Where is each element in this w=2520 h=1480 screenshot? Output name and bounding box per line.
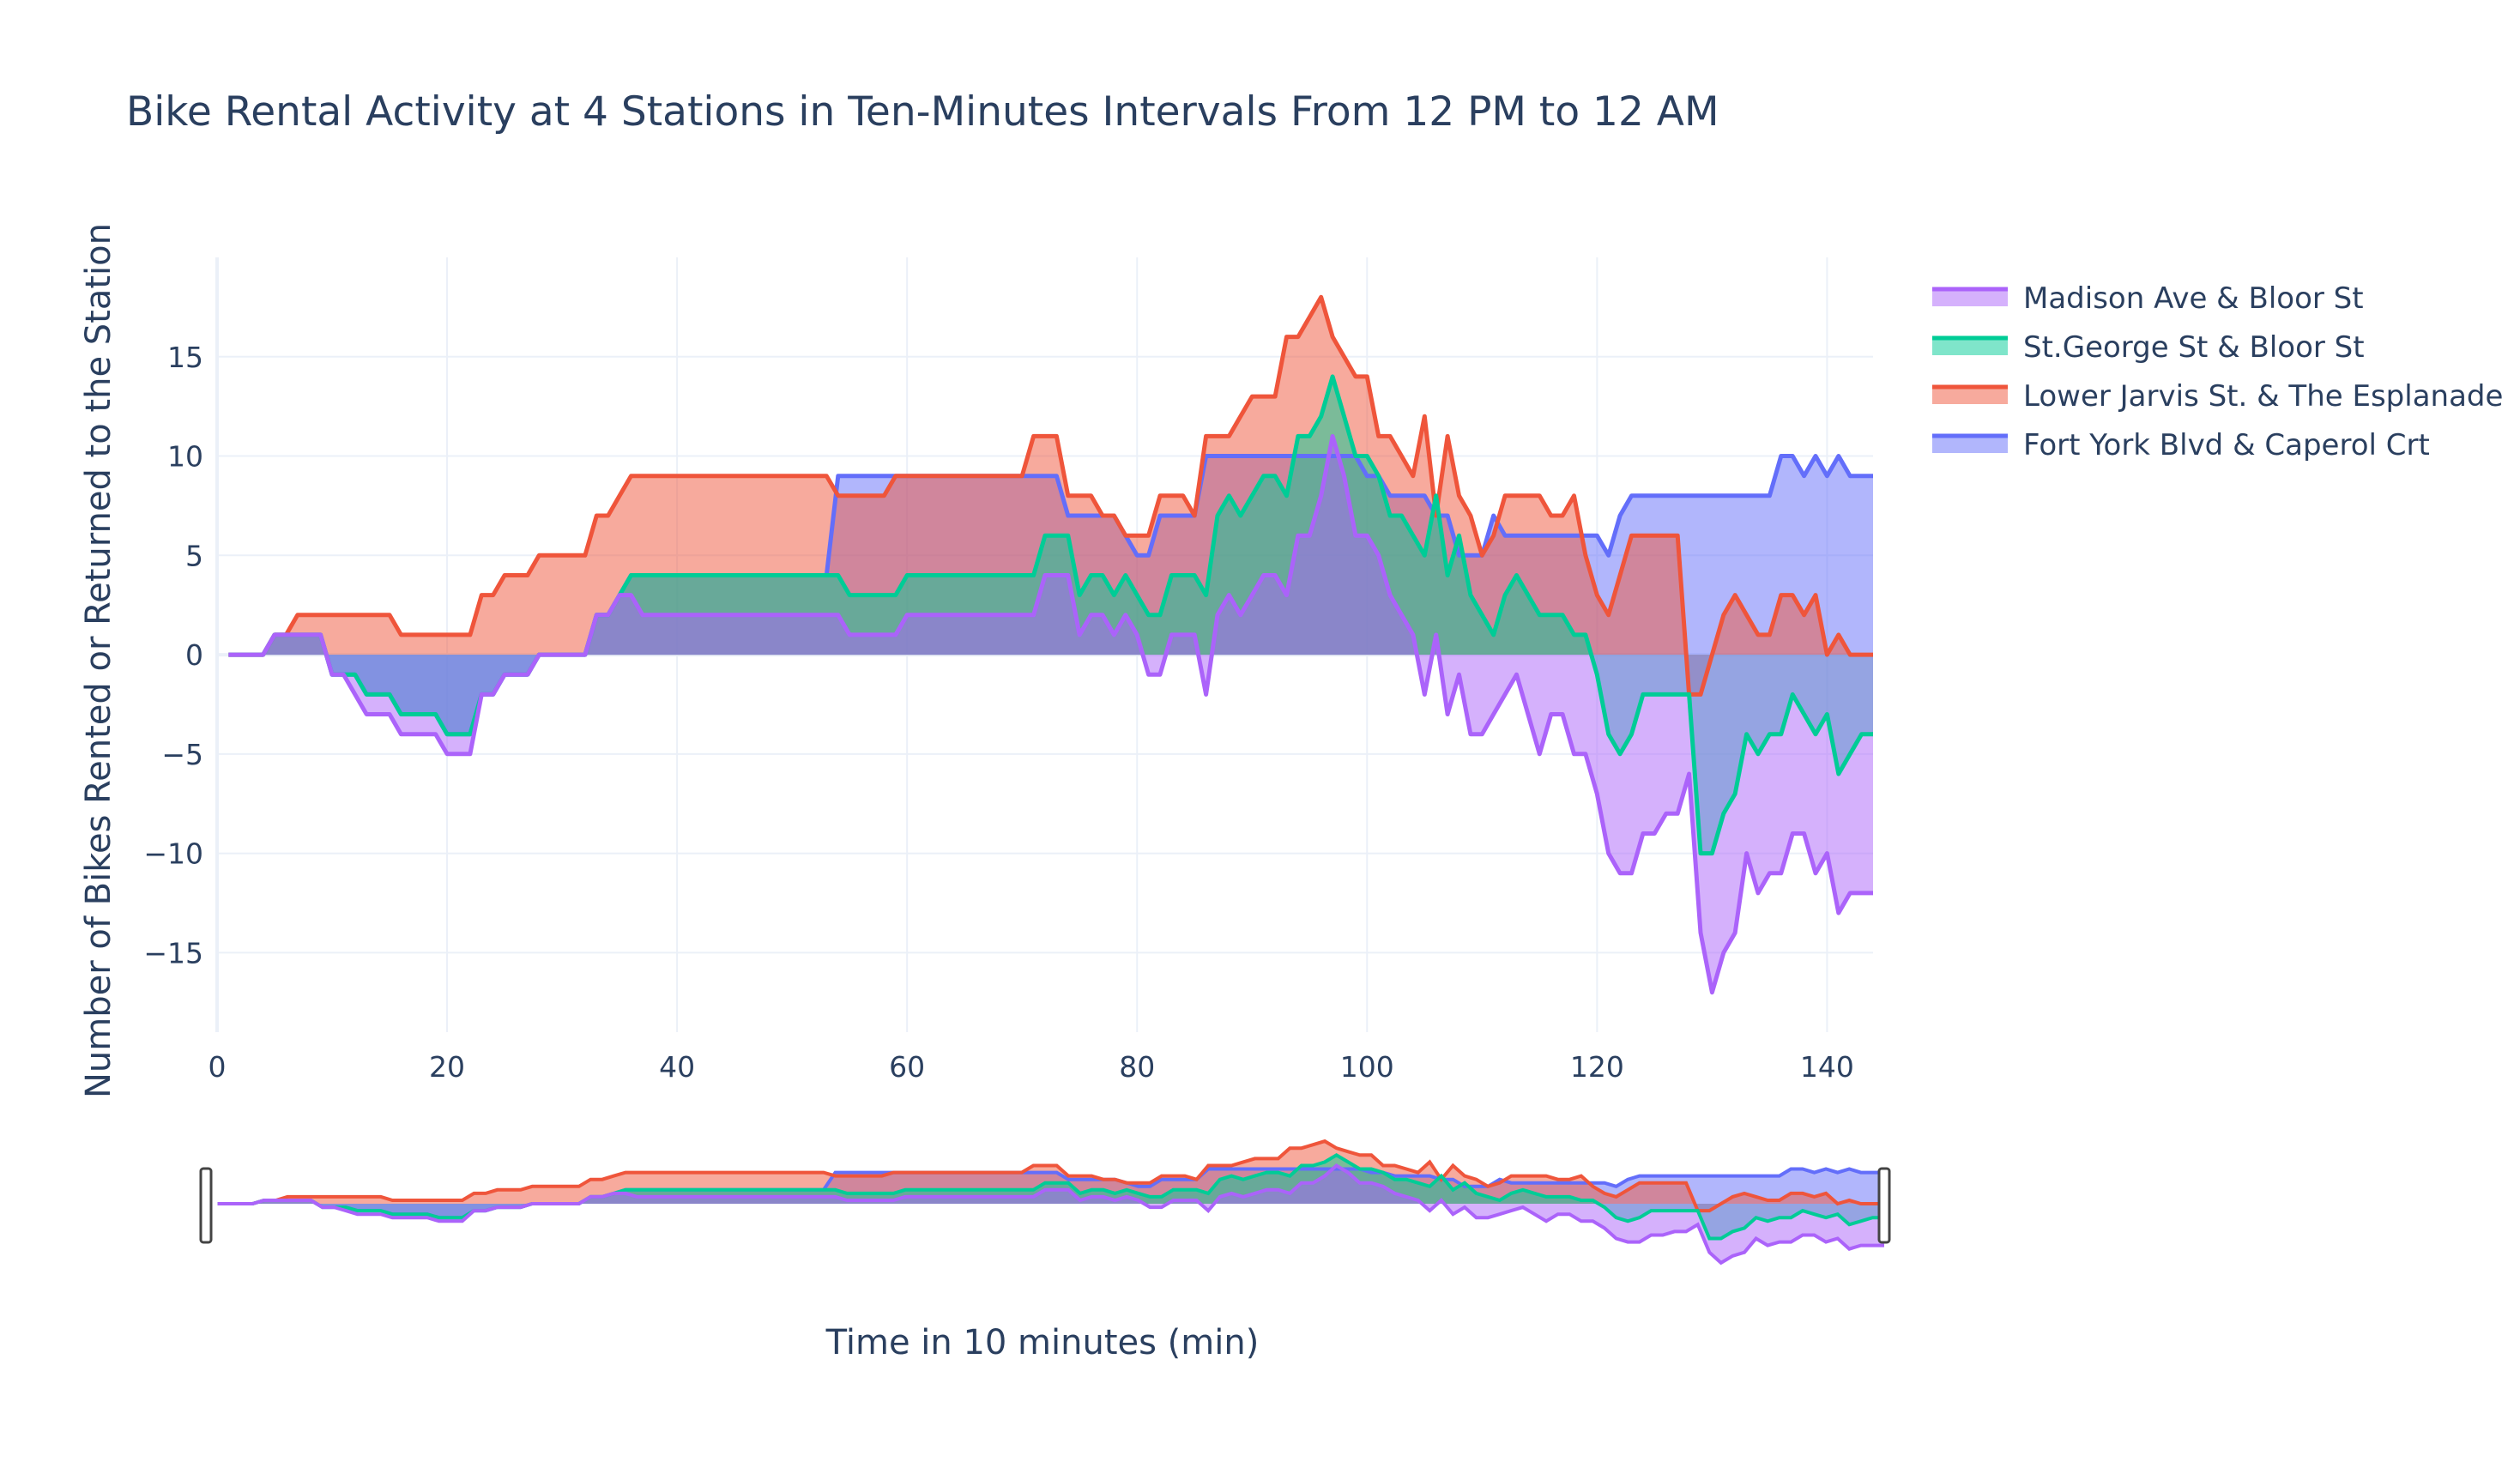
series-line <box>228 433 1873 995</box>
y-axis-title: Number of Bikes Rented or Returned to th… <box>79 223 118 1098</box>
x-tick-label: 60 <box>889 1050 925 1084</box>
y-tick-label: −10 <box>143 837 203 871</box>
legend-swatch-fill <box>1932 338 2008 355</box>
x-tick-label: 80 <box>1119 1050 1155 1084</box>
x-tick-label: 120 <box>1570 1050 1624 1084</box>
legend-swatch-fill <box>1932 387 2008 404</box>
y-tick-label: 15 <box>167 341 203 374</box>
series-lines <box>228 294 1873 995</box>
legend: Madison Ave & Bloor St St.George St & Blo… <box>1932 281 2503 462</box>
x-tick-label: 0 <box>208 1050 227 1084</box>
legend-swatch-fill <box>1932 436 2008 453</box>
series-line <box>228 294 1873 697</box>
range-slider-area <box>217 1165 1885 1263</box>
legend-swatch-fill <box>1932 289 2008 306</box>
legend-label: St.George St & Bloor St <box>2023 330 2365 365</box>
legend-item: Fort York Blvd & Caperol Crt <box>1932 428 2430 462</box>
range-slider-line <box>217 1139 1884 1213</box>
range-slider-left-handle[interactable] <box>199 1167 213 1244</box>
legend-label: Fort York Blvd & Caperol Crt <box>2023 428 2430 462</box>
range-slider-line <box>217 1163 1884 1266</box>
range-slider-right-handle[interactable] <box>1877 1167 1891 1244</box>
y-tick-label: 10 <box>167 440 203 474</box>
legend-item: St.George St & Bloor St <box>1932 330 2365 365</box>
x-tick-label: 140 <box>1800 1050 1854 1084</box>
range-slider[interactable] <box>199 1134 1891 1270</box>
y-tick-label: 5 <box>185 539 203 572</box>
legend-label: Madison Ave & Bloor St <box>2023 281 2364 316</box>
legend-item: Lower Jarvis St. & The Esplanade <box>1932 379 2503 414</box>
legend-label: Lower Jarvis St. & The Esplanade <box>2023 379 2503 414</box>
axes: 0 20 40 60 80 100 120 140 −15 −10 −5 0 5 10 15 <box>143 341 1854 1084</box>
y-tick-label: 0 <box>185 638 203 672</box>
x-axis-title: Time in 10 minutes (min) <box>825 1323 1260 1362</box>
x-tick-label: 20 <box>429 1050 465 1084</box>
x-tick-label: 100 <box>1340 1050 1394 1084</box>
series-area <box>228 436 1873 993</box>
y-tick-label: −15 <box>143 936 203 970</box>
y-tick-label: −5 <box>161 738 203 771</box>
legend-item: Madison Ave & Bloor St <box>1932 281 2364 316</box>
chart-title: Bike Rental Activity at 4 Stations in Te… <box>126 88 1719 136</box>
series-areas <box>228 297 1873 993</box>
x-tick-label: 40 <box>659 1050 695 1084</box>
